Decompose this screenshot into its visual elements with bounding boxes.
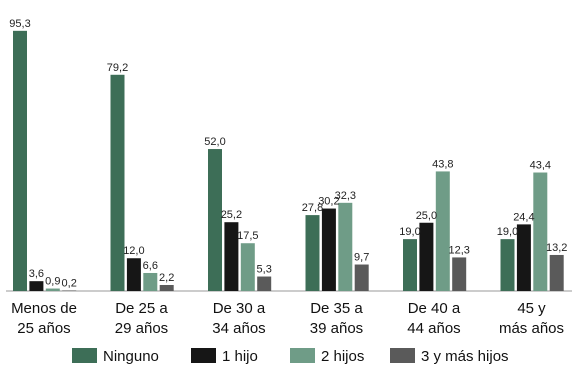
legend-label: 1 hijo: [222, 348, 258, 365]
legend-label: 2 hijos: [321, 348, 364, 365]
bar-1-hijo-2: [224, 222, 239, 291]
value-label: 30,2: [318, 196, 339, 208]
legend-label: Ninguno: [103, 348, 159, 365]
bar-ninguno-0: [13, 30, 27, 292]
category-label: Menos de: [11, 300, 77, 317]
value-labels-layer: 95,3 3,60,9 0,2 79,2 12,0 6,62,2 52,0 25,2 17,5 5…: [9, 18, 567, 290]
value-label: 6,6: [143, 260, 158, 272]
value-label: 27,8: [302, 202, 323, 214]
category-label: 29 años: [115, 320, 168, 337]
category-label: 25 años: [17, 320, 70, 337]
value-label: 25,0: [416, 210, 437, 222]
bar-1-hijo-1: [126, 258, 141, 291]
bar-1-hijo-3: [321, 208, 336, 291]
value-label: 25,2: [221, 209, 242, 221]
legend: Ninguno 1 hijo 2 hijos 3 y más hijos: [72, 348, 509, 365]
value-label: 2,2: [159, 272, 174, 284]
value-label: 32,3: [335, 190, 356, 202]
value-label: 24,4: [513, 211, 534, 223]
value-label: 0,2: [62, 277, 77, 289]
value-label: 17,5: [237, 230, 258, 242]
value-label: 9,7: [354, 252, 369, 264]
bar-3-y-más-hijos-4: [452, 257, 467, 291]
value-label: 5,3: [257, 264, 272, 276]
bar-ninguno-5: [500, 239, 515, 291]
bar-3-y-más-hijos-5: [549, 254, 564, 291]
value-label: 43,4: [530, 160, 551, 172]
bar-1-hijo-5: [516, 224, 531, 291]
value-label: 43,8: [432, 158, 453, 170]
category-label: más años: [499, 320, 564, 337]
legend-swatch: [390, 348, 415, 363]
value-label: 19,0: [497, 226, 518, 238]
bars-layer: [13, 30, 564, 292]
category-label: De 35 a: [310, 300, 363, 317]
bar-ninguno-2: [208, 149, 222, 291]
bar-2-hijos-2: [240, 243, 255, 291]
value-label: 19,0: [399, 226, 420, 238]
bar-3-y-más-hijos-3: [354, 264, 369, 291]
category-label: De 40 a: [408, 300, 461, 317]
legend-swatch: [72, 348, 97, 363]
legend-swatch: [191, 348, 216, 363]
category-label: 39 años: [310, 320, 363, 337]
bar-2-hijos-0: [45, 288, 60, 291]
category-label: 44 años: [407, 320, 460, 337]
value-label: 12,0: [123, 245, 144, 257]
bar-2-hijos-1: [143, 272, 158, 291]
category-label: 34 años: [212, 320, 265, 337]
bar-ninguno-4: [403, 239, 417, 291]
bar-2-hijos-4: [435, 171, 450, 291]
bar-ninguno-3: [305, 215, 320, 291]
bar-3-y-más-hijos-2: [257, 276, 272, 291]
bar-2-hijos-5: [533, 172, 548, 291]
bar-3-y-más-hijos-0: [62, 290, 77, 291]
bar-2-hijos-3: [338, 202, 353, 291]
value-label: 79,2: [107, 62, 128, 74]
bar-ninguno-1: [110, 74, 125, 291]
value-label: 13,2: [546, 242, 567, 254]
bar-3-y-más-hijos-1: [159, 284, 174, 291]
value-label: 0,9: [45, 276, 60, 288]
bar-1-hijo-4: [419, 222, 434, 291]
category-label: De 25 a: [115, 300, 168, 317]
bar-1-hijo-0: [29, 281, 44, 291]
category-label: 45 y: [517, 300, 546, 317]
value-label: 95,3: [9, 18, 30, 30]
value-label: 3,6: [29, 268, 44, 280]
category-label: De 30 a: [213, 300, 266, 317]
category-labels-layer: Menos de 25 años De 25 a 29 años De 30 a 34 a…: [11, 300, 564, 337]
value-label: 12,3: [448, 244, 469, 256]
legend-label: 3 y más hijos: [421, 348, 509, 365]
legend-swatch: [290, 348, 315, 363]
value-label: 52,0: [204, 136, 225, 148]
